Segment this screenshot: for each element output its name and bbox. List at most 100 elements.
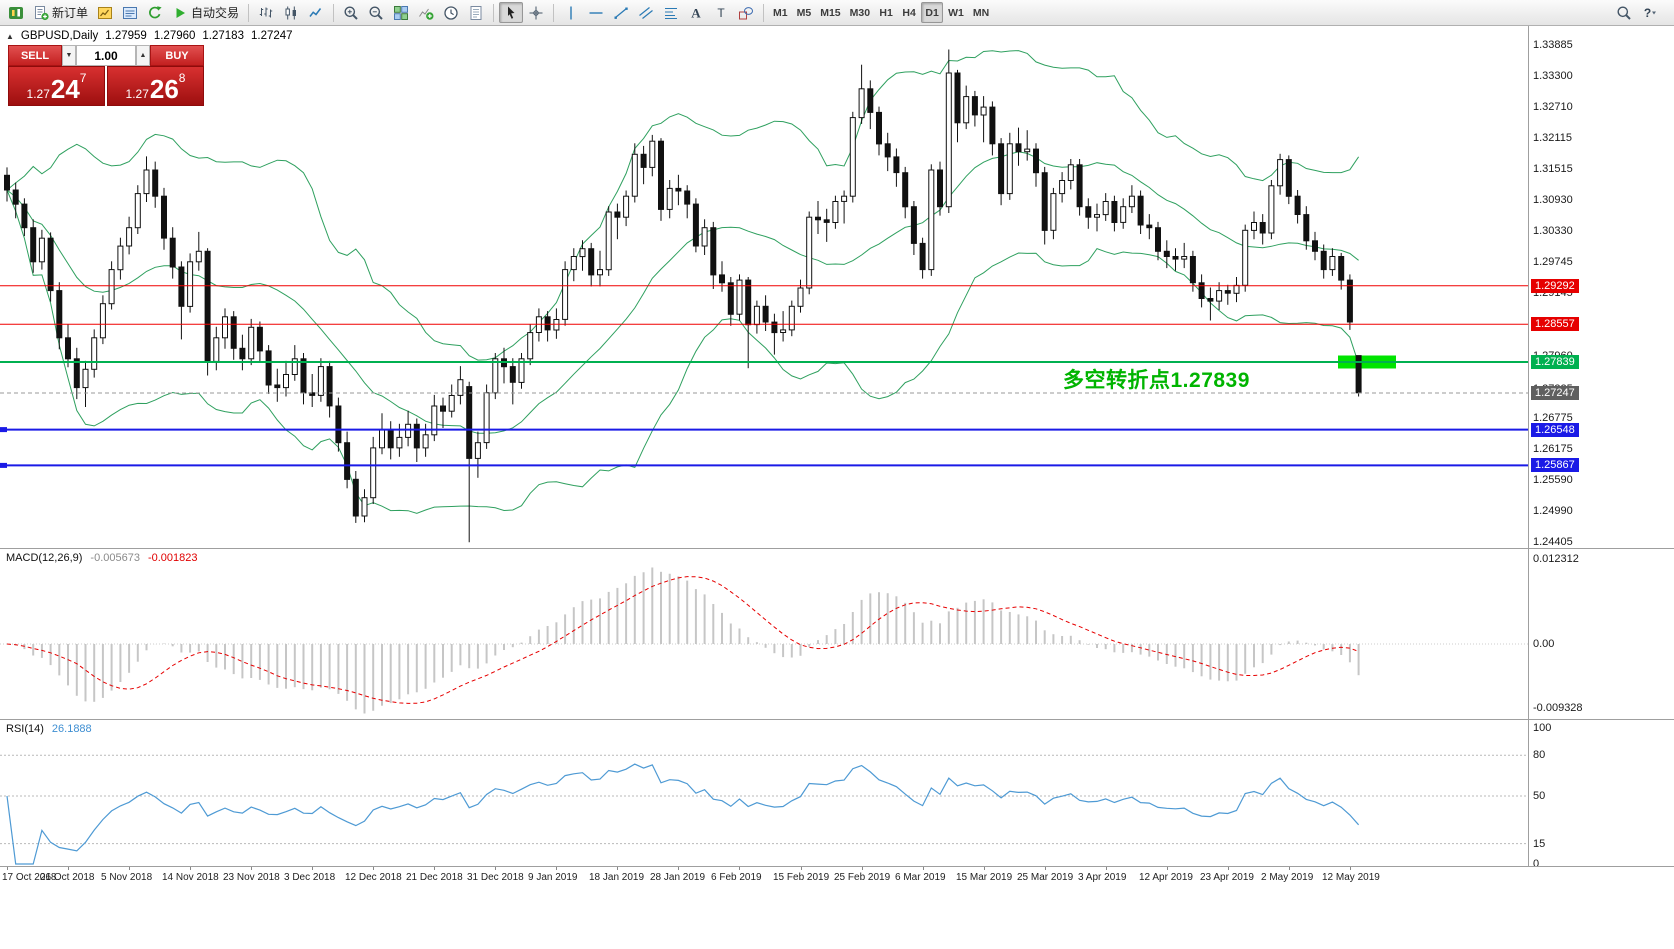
date-tick: [739, 867, 740, 870]
periods-button[interactable]: [439, 2, 463, 23]
price-tick: 1.29745: [1533, 256, 1573, 268]
rsi-canvas[interactable]: [0, 720, 1528, 867]
template-icon: [468, 5, 484, 21]
app-icon-button[interactable]: [4, 2, 28, 23]
timeframe-m30-label: M30: [849, 6, 871, 19]
price-chart-canvas[interactable]: [0, 26, 1528, 549]
rsi-tick: 0: [1533, 858, 1540, 867]
date-tick: [251, 867, 252, 870]
hline-icon: [588, 5, 604, 21]
timeframe-mn-label: MN: [972, 6, 990, 19]
refresh-button[interactable]: [143, 2, 167, 23]
timeframe-d1[interactable]: D1: [921, 2, 944, 23]
label-icon: T: [713, 5, 729, 21]
price-tick: 1.33300: [1533, 70, 1573, 82]
sell-button[interactable]: SELL: [8, 45, 62, 66]
current-price-badge: 1.27247: [1531, 386, 1579, 400]
svg-text:A: A: [691, 5, 701, 20]
fibo-icon: [663, 5, 679, 21]
date-label: 5 Nov 2018: [101, 872, 153, 883]
line-handle[interactable]: [0, 462, 7, 468]
timeframe-h4[interactable]: H4: [898, 2, 920, 23]
sell-price-button[interactable]: 1.27 24 7: [8, 66, 105, 106]
help-button[interactable]: ?: [1638, 2, 1662, 23]
crosshair-button[interactable]: [524, 2, 548, 23]
rsi-axis[interactable]: 100 80 50 15 0: [1528, 720, 1674, 866]
new-order-button[interactable]: 新订单: [29, 2, 92, 23]
buy-button[interactable]: BUY: [150, 45, 204, 66]
timeframe-m1[interactable]: M1: [769, 2, 792, 23]
date-tick: [434, 867, 435, 870]
macd-canvas[interactable]: [0, 549, 1528, 720]
price-chart-pane: 1.33885 1.33300 1.32710 1.32115 1.31515 1.309…: [0, 26, 1674, 549]
vertical-line-button[interactable]: [559, 2, 583, 23]
zoom-in-icon: [343, 5, 359, 21]
buy-price-base: 1.27: [125, 87, 149, 101]
volume-decrease-button[interactable]: ▼: [62, 45, 76, 66]
price-axis[interactable]: 1.33885 1.33300 1.32710 1.32115 1.31515 1.309…: [1528, 26, 1674, 548]
text-label-button[interactable]: T: [709, 2, 733, 23]
search-button[interactable]: [1612, 2, 1636, 23]
rsi-tick: 50: [1533, 790, 1546, 802]
level-badge-1.25867: 1.25867: [1531, 458, 1579, 472]
text-button[interactable]: A: [684, 2, 708, 23]
vline-icon: [563, 5, 579, 21]
date-label: 9 Jan 2019: [528, 872, 578, 883]
zoom-in-button[interactable]: [339, 2, 363, 23]
indicators-button[interactable]: [414, 2, 438, 23]
price-tick: 1.30330: [1533, 225, 1573, 237]
timeframe-m30[interactable]: M30: [846, 2, 874, 23]
open-chart-button[interactable]: [118, 2, 142, 23]
profiles-button[interactable]: [93, 2, 117, 23]
sell-price-base: 1.27: [26, 87, 50, 101]
fibonacci-button[interactable]: [659, 2, 683, 23]
horizontal-line-button[interactable]: [584, 2, 608, 23]
rsi-value: 26.1888: [51, 723, 92, 735]
date-tick: [862, 867, 863, 870]
ohlc-high: 1.27960: [153, 30, 196, 42]
macd-pane: 0.012312 0.00 -0.009328 MACD(12,26,9) -0.0…: [0, 549, 1674, 720]
channel-button[interactable]: [634, 2, 658, 23]
timeframe-w1[interactable]: W1: [944, 2, 968, 23]
timeframe-m5[interactable]: M5: [793, 2, 816, 23]
timeframe-h1[interactable]: H1: [875, 2, 897, 23]
trendline-button[interactable]: [609, 2, 633, 23]
date-tick: [923, 867, 924, 870]
buy-price-frac: 8: [178, 71, 186, 85]
zoom-out-button[interactable]: [364, 2, 388, 23]
templates-button[interactable]: [464, 2, 488, 23]
line-handle[interactable]: [0, 427, 7, 433]
level-badge-1.27839: 1.27839: [1531, 355, 1579, 369]
trade-panel-toggle[interactable]: ▲: [6, 31, 14, 41]
candlestick-chart-button[interactable]: [279, 2, 303, 23]
date-label: 12 May 2019: [1322, 872, 1380, 883]
price-tick: 1.30930: [1533, 194, 1573, 206]
timeframe-mn[interactable]: MN: [969, 2, 993, 23]
autotrading-button[interactable]: 自动交易: [168, 2, 243, 23]
date-tick: [801, 867, 802, 870]
annotation-text[interactable]: 多空转折点1.27839: [1063, 369, 1250, 392]
date-axis[interactable]: 17 Oct 2018 26 Oct 2018 5 Nov 2018 14 Nov 2…: [0, 867, 1674, 887]
indicators-icon: [418, 5, 434, 21]
timeframe-m15[interactable]: M15: [816, 2, 844, 23]
timeframe-h1-label: H1: [879, 6, 893, 19]
volume-input[interactable]: [76, 45, 136, 66]
tile-windows-button[interactable]: [389, 2, 413, 23]
macd-name: MACD(12,26,9): [6, 552, 83, 564]
macd-main-value: -0.005673: [90, 552, 140, 564]
volume-increase-button[interactable]: ▲: [136, 45, 150, 66]
macd-axis[interactable]: 0.012312 0.00 -0.009328: [1528, 549, 1674, 719]
macd-tick: -0.009328: [1533, 702, 1583, 714]
macd-signal-line: [6, 576, 1359, 704]
line-chart-button[interactable]: [304, 2, 328, 23]
buy-price-button[interactable]: 1.27 26 8: [107, 66, 204, 106]
bar-chart-button[interactable]: [254, 2, 278, 23]
date-tick: [1350, 867, 1351, 870]
rsi-tick: 15: [1533, 838, 1546, 850]
date-label: 12 Apr 2019: [1139, 872, 1193, 883]
bottom-filler: [0, 887, 1674, 946]
shapes-button[interactable]: [734, 2, 758, 23]
linechart-icon: [308, 5, 324, 21]
cursor-button[interactable]: [499, 2, 524, 23]
